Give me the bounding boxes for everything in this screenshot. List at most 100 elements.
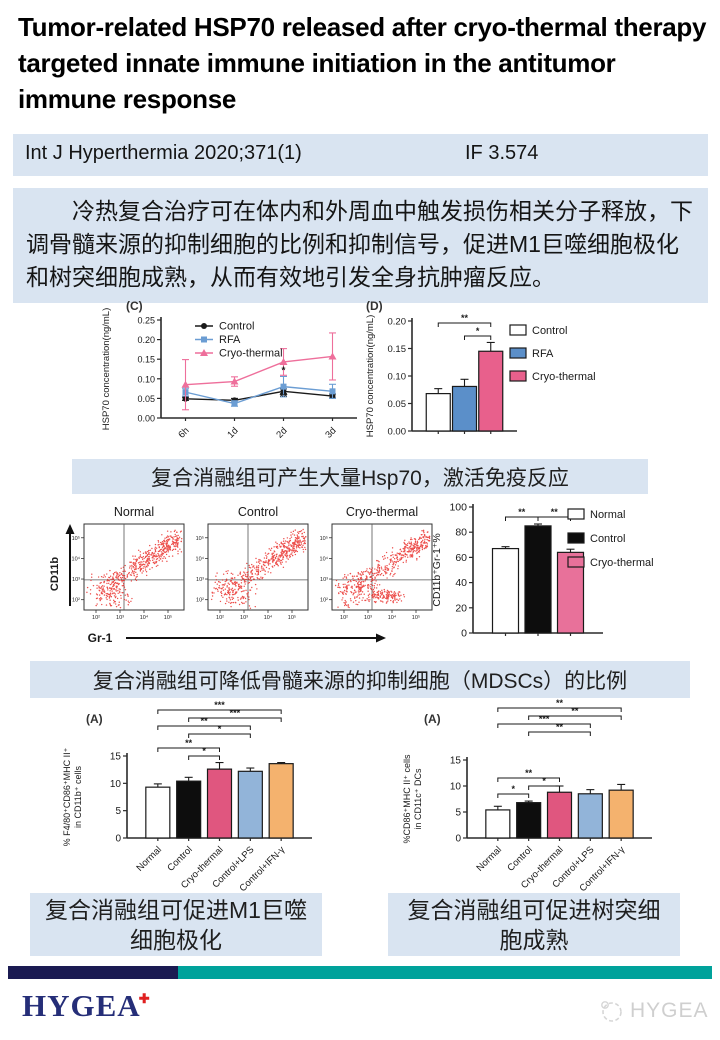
svg-text:10³: 10³ [240, 615, 248, 621]
journal-bar: Int J Hyperthermia 2020;371(1) IF 3.574 [13, 134, 708, 176]
svg-text:100: 100 [449, 502, 467, 514]
svg-text:0.10: 0.10 [388, 372, 407, 383]
svg-text:10⁵: 10⁵ [196, 535, 204, 542]
svg-text:0.05: 0.05 [388, 399, 407, 410]
svg-text:**: ** [556, 698, 564, 708]
panel-label-a-right: (A) [424, 712, 441, 726]
footer-navy-bar [8, 966, 178, 979]
banner-macrophage: 复合消融组可促进M1巨噬细胞极化 [30, 893, 322, 956]
svg-text:0.20: 0.20 [137, 335, 155, 345]
svg-text:10⁴: 10⁴ [72, 555, 81, 562]
svg-text:Cryo-thermal: Cryo-thermal [532, 371, 596, 383]
svg-text:***: *** [214, 700, 225, 710]
svg-text:10⁵: 10⁵ [288, 614, 296, 621]
svg-text:0.25: 0.25 [137, 316, 155, 326]
svg-text:10⁵: 10⁵ [164, 614, 172, 621]
panel-label-a-left: (A) [86, 712, 103, 726]
svg-text:**: ** [201, 716, 209, 726]
svg-text:0.05: 0.05 [137, 394, 155, 404]
svg-text:**: ** [551, 507, 559, 517]
svg-text:10⁴: 10⁴ [140, 614, 149, 621]
svg-text:Control: Control [219, 321, 254, 333]
svg-text:5: 5 [455, 808, 461, 819]
svg-text:Control: Control [590, 533, 625, 545]
banner-mdsc-text: 复合消融组可降低骨髓来源的抑制细胞（MDSCs）的比例 [92, 669, 628, 693]
svg-text:10²: 10² [216, 615, 224, 621]
hsp70-bar-chart: 0.00 0.05 0.10 0.15 0.20 HSP70 concentration(… [365, 313, 596, 438]
svg-text:Gr-1: Gr-1 [88, 631, 113, 645]
banner-dc: 复合消融组可促进树突细胞成熟 [388, 893, 680, 956]
flow-cytometry-panels: CD11b Normal 10² 10² 10³ 10³ 10⁴ 10⁴ 10⁵ 10⁵ Contr… [49, 505, 433, 645]
banner-hsp70-text: 复合消融组可产生大量Hsp70，激活免疫反应 [151, 466, 569, 490]
hygea-logo: HYGEA✚ [22, 988, 153, 1024]
svg-text:**: ** [185, 738, 193, 748]
svg-text:HSP70 concentration(ng/mL): HSP70 concentration(ng/mL) [365, 315, 376, 438]
watermark-emblem-icon [601, 1001, 622, 1022]
footer-teal-bar [178, 966, 712, 979]
svg-text:Control: Control [165, 844, 194, 873]
svg-text:0: 0 [115, 834, 121, 845]
svg-text:10³: 10³ [116, 615, 124, 621]
svg-text:0.20: 0.20 [388, 317, 407, 328]
svg-text:10⁴: 10⁴ [196, 555, 205, 562]
svg-text:0: 0 [461, 628, 467, 640]
mdsc-bar-chart: 0 20 40 60 80 100 CD11b⁺Gr-1⁺% ** ** Normal Contro… [431, 502, 654, 640]
svg-text:% F4/80⁺CD86⁺MHC II⁺: % F4/80⁺CD86⁺MHC II⁺ [62, 747, 72, 846]
svg-text:10: 10 [450, 782, 462, 793]
svg-text:10²: 10² [340, 615, 348, 621]
summary-text: 冷热复合治疗可在体内和外周血中触发损伤相关分子释放，下调骨髓来源的抑制细胞的比例… [26, 198, 693, 290]
svg-text:10⁵: 10⁵ [320, 535, 328, 542]
panel-label-d: (D) [366, 299, 383, 313]
svg-text:3d: 3d [323, 425, 338, 440]
panel-label-c: (C) [126, 299, 143, 313]
impact-factor: IF 3.574 [465, 142, 539, 164]
svg-text:in CD11b⁺ cells: in CD11b⁺ cells [73, 765, 83, 828]
svg-text:***: *** [539, 714, 550, 724]
svg-text:10⁴: 10⁴ [264, 614, 273, 621]
svg-text:10²: 10² [92, 615, 100, 621]
svg-text:RFA: RFA [532, 348, 554, 360]
svg-text:15: 15 [450, 756, 462, 767]
svg-text:10²: 10² [320, 598, 328, 604]
svg-text:Normal: Normal [135, 844, 164, 873]
svg-text:2d: 2d [274, 425, 289, 440]
logo-cross-icon: ✚ [138, 991, 151, 1006]
svg-text:Normal: Normal [114, 505, 154, 519]
svg-text:20: 20 [455, 602, 467, 614]
svg-text:*: * [511, 784, 515, 794]
watermark: HYGEA [598, 998, 709, 1024]
svg-text:*: * [202, 746, 206, 756]
svg-text:80: 80 [455, 527, 467, 539]
svg-text:HSP70 concentration(ng/mL): HSP70 concentration(ng/mL) [101, 308, 112, 431]
dc-bar-chart: 0 5 10 15 %CD86⁺MHC II⁺ cells in CD11c⁺ DCs No… [402, 698, 652, 892]
hygea-logo-text: HYGEA [22, 988, 141, 1023]
svg-text:10⁵: 10⁵ [412, 614, 420, 621]
svg-text:*: * [218, 724, 222, 734]
svg-text:10³: 10³ [364, 615, 372, 621]
svg-text:Cryo-thermal: Cryo-thermal [219, 348, 283, 360]
svg-text:Control: Control [238, 505, 278, 519]
banner-hsp70: 复合消融组可产生大量Hsp70，激活免疫反应 [72, 459, 648, 494]
svg-text:**: ** [518, 507, 526, 517]
svg-text:10²: 10² [72, 598, 80, 604]
svg-text:1d: 1d [225, 425, 240, 440]
svg-text:Normal: Normal [475, 844, 504, 873]
svg-text:10: 10 [110, 779, 122, 790]
svg-text:Cryo-thermal: Cryo-thermal [346, 505, 418, 519]
svg-text:Cryo-thermal: Cryo-thermal [590, 557, 654, 569]
svg-text:10³: 10³ [72, 577, 80, 583]
svg-text:60: 60 [455, 552, 467, 564]
svg-text:**: ** [461, 313, 469, 323]
svg-text:0.00: 0.00 [388, 427, 407, 438]
page-title: Tumor-related HSP70 released after cryo-… [18, 12, 707, 114]
journal-citation: Int J Hyperthermia 2020;371(1) [25, 142, 302, 164]
svg-text:5: 5 [115, 806, 121, 817]
banner-macrophage-text: 复合消融组可促进M1巨噬细胞极化 [45, 896, 307, 953]
svg-text:0: 0 [455, 834, 461, 845]
svg-text:6h: 6h [176, 425, 191, 440]
macrophage-bar-chart: 0 5 10 15 % F4/80⁺CD86⁺MHC II⁺ in CD11b⁺ cell… [62, 700, 312, 892]
watermark-text: HYGEA [630, 999, 709, 1022]
svg-text:CD11b: CD11b [49, 557, 61, 592]
svg-text:**: ** [280, 392, 288, 403]
svg-text:*: * [542, 776, 546, 786]
